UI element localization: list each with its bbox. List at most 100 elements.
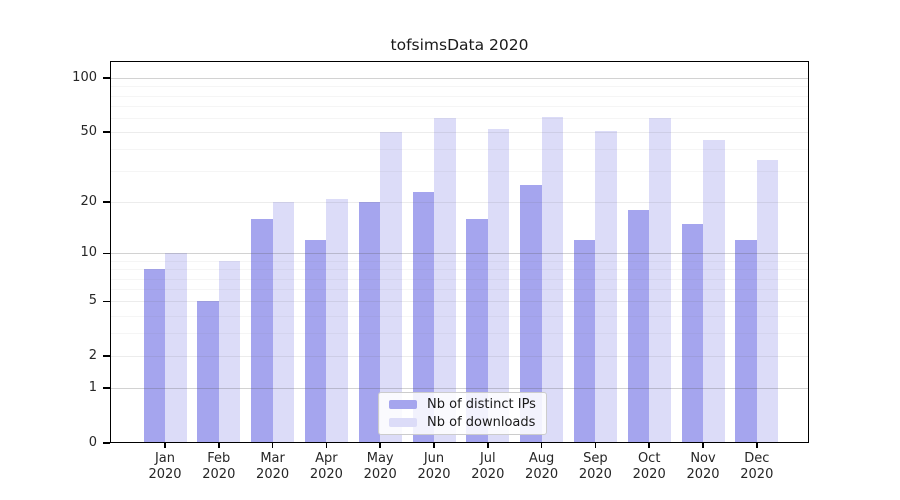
x-label-month-jun: Jun [423,451,445,466]
legend-item-downloads: Nb of downloads [389,415,546,430]
x-tick-jul [487,443,489,448]
y-tick-label-50: 50 [80,124,97,139]
x-label-month-aug: Aug [528,451,555,466]
bar-nb-of-distinct-ips-jan [143,269,165,443]
x-label-month-jul: Jul [479,451,496,466]
x-tick-feb [218,443,220,448]
y-tick-10 [103,252,110,255]
bar-nb-of-downloads-jul [487,129,510,443]
bar-nb-of-downloads-jun [434,117,456,443]
bar-nb-of-downloads-dec [756,159,779,443]
y-tick-5 [103,300,110,303]
bar-nb-of-distinct-ips-apr [304,240,327,443]
major-gridline-50 [110,132,809,133]
y-tick-2 [103,355,110,357]
x-label-year-nov: 2020 [686,467,720,482]
x-tick-label-dec: Dec 2020 [727,451,787,483]
y-tick-20 [103,201,110,203]
x-label-month-apr: Apr [315,451,338,466]
x-label-month-oct: Oct [637,451,661,466]
bar-nb-of-downloads-oct [649,117,671,443]
x-label-year-aug: 2020 [525,467,559,482]
bar-nb-of-downloads-nov [703,140,725,443]
y-tick-1 [103,387,110,389]
bar-nb-of-distinct-ips-sep [573,240,596,443]
legend-swatch-distinct-ips [389,400,417,409]
x-tick-label-may: May 2020 [350,451,410,483]
chart-title: tofsimsData 2020 [390,36,529,54]
legend-item-distinct-ips: Nb of distinct IPs [389,397,546,412]
x-tick-apr [325,443,328,448]
x-label-month-dec: Dec [744,451,770,466]
x-tick-may [379,443,381,448]
x-label-month-may: May [366,451,394,466]
minor-gridline-4 [110,315,809,317]
minor-gridline-70 [110,105,809,107]
y-tick-label-5: 5 [88,293,97,309]
major-gridline-10 [110,253,809,255]
y-tick-label-0: 0 [88,435,97,450]
x-tick-label-jan: Jan 2020 [135,451,195,483]
x-tick-label-jul: Jul 2020 [458,451,518,483]
y-tick-label-20: 20 [80,194,97,210]
x-tick-label-nov: Nov 2020 [673,451,733,483]
bar-nb-of-distinct-ips-mar [251,218,273,443]
x-tick-label-aug: Aug 2020 [512,451,572,483]
x-tick-label-mar: Mar 2020 [243,451,303,483]
x-label-month-mar: Mar [260,451,285,466]
x-label-year-jan: 2020 [148,467,182,482]
x-tick-sep [594,443,597,448]
y-tick-label-2: 2 [88,348,97,364]
bar-nb-of-downloads-may [380,132,402,443]
bar-nb-of-downloads-mar [272,202,295,443]
y-tick-50 [103,131,110,133]
legend: Nb of distinct IPs Nb of downloads [378,392,547,435]
minor-gridline-40 [110,149,809,151]
minor-gridline-8 [110,269,809,271]
bar-nb-of-distinct-ips-dec [735,240,757,443]
x-tick-label-sep: Sep 2020 [565,451,625,483]
bar-nb-of-distinct-ips-aug [520,185,542,443]
x-tick-jun [433,443,435,448]
x-label-year-oct: 2020 [632,467,666,482]
bar-nb-of-distinct-ips-jul [466,218,488,443]
x-tick-jan [164,443,166,448]
major-gridline-5 [110,301,809,303]
x-tick-dec [756,443,758,448]
y-tick-label-100: 100 [72,70,97,85]
bar-nb-of-downloads-apr [326,198,348,443]
major-gridline-20 [110,202,809,204]
x-label-month-jan: Jan [154,451,176,466]
minor-gridline-30 [110,171,809,173]
x-tick-mar [271,443,274,448]
minor-gridline-90 [110,86,809,88]
minor-gridline-60 [110,117,809,119]
x-label-year-mar: 2020 [256,467,290,482]
bar-nb-of-distinct-ips-nov [681,223,703,443]
legend-label-distinct-ips: Nb of distinct IPs [427,397,536,412]
bar-nb-of-downloads-sep [595,130,617,443]
x-label-month-feb: Feb [207,451,231,466]
x-tick-label-oct: Oct 2020 [619,451,679,483]
major-gridline-2 [110,356,809,358]
x-tick-label-jun: Jun 2020 [404,451,464,483]
y-tick-label-10: 10 [80,245,97,261]
y-tick-100 [103,77,110,79]
x-label-year-jun: 2020 [417,467,451,482]
x-tick-label-apr: Apr 2020 [296,451,356,483]
minor-gridline-3 [110,333,809,335]
bar-nb-of-distinct-ips-oct [627,210,650,443]
y-tick-0 [103,442,110,444]
bar-nb-of-downloads-aug [541,116,564,443]
x-label-year-dec: 2020 [740,467,774,482]
x-label-year-may: 2020 [363,467,397,482]
bar-nb-of-distinct-ips-feb [197,301,219,443]
bar-nb-of-distinct-ips-jun [412,191,434,443]
x-tick-aug [540,443,543,448]
x-label-month-sep: Sep [583,451,608,466]
x-label-year-feb: 2020 [202,467,236,482]
x-tick-oct [648,443,650,448]
legend-swatch-downloads [389,418,417,427]
bar-nb-of-downloads-jan [165,253,187,443]
bar-nb-of-distinct-ips-may [358,202,381,443]
